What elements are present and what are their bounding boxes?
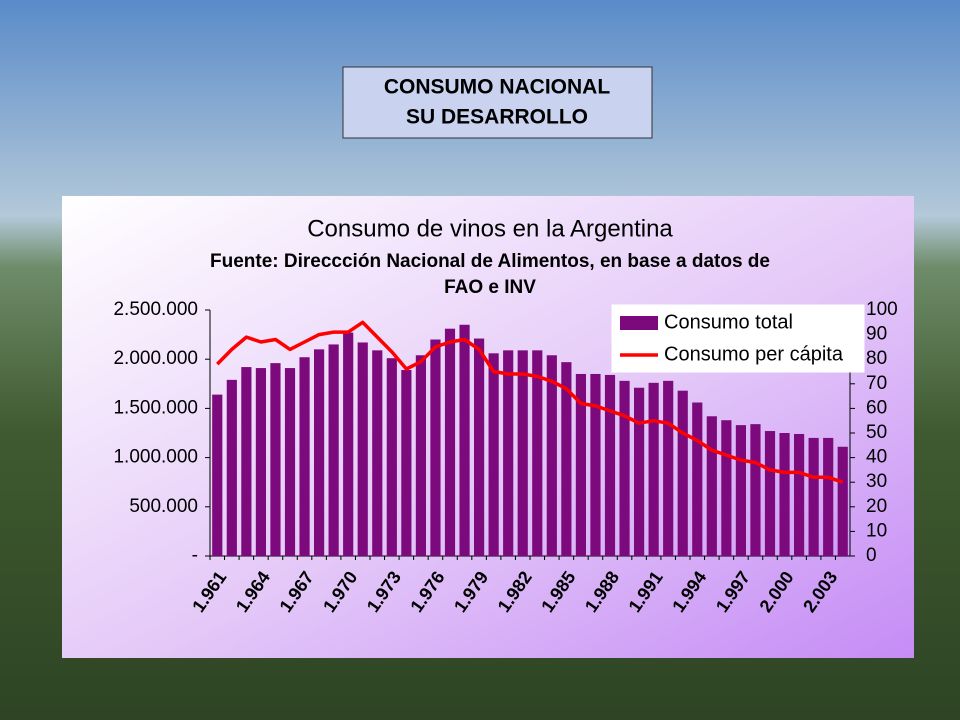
bar [764,431,776,556]
legend-label: Consumo total [664,311,793,333]
y2-tick-label: 60 [866,397,887,418]
bar [677,390,688,556]
bar [517,350,528,556]
bar [750,424,761,556]
bar [808,437,819,556]
legend-label: Consumo per cápita [664,343,844,365]
y-tick-label: 500.000 [129,496,198,517]
bar [503,350,514,556]
bar [372,350,383,556]
line [216,320,844,484]
slide-title: CONSUMO NACIONAL [384,76,610,99]
bar [779,433,790,556]
bar [561,362,572,556]
bar [459,324,470,556]
bar [430,339,441,556]
y-tick-label: 2.500.000 [113,299,198,320]
bar [706,416,717,556]
y2-tick-label: 10 [866,520,887,541]
y2-tick-label: 20 [866,496,887,517]
y2-tick-label: 100 [866,299,898,320]
bar [663,380,674,556]
bar [343,332,354,556]
y2-tick-label: 40 [866,447,887,468]
bar [212,394,223,556]
chart-title: Consumo de vinos en la Argentina [307,215,673,242]
bar [794,433,805,556]
slide-title: SU DESARROLLO [406,106,588,129]
bar [721,420,732,556]
y2-tick-label: 90 [866,324,887,345]
bar [226,379,237,556]
y2-tick-label: 70 [866,373,887,394]
title-box [342,66,653,139]
bar [619,380,630,556]
bar [648,382,659,556]
bar [386,358,397,556]
chart-subtitle: Fuente: Direccción Nacional de Alimentos… [210,251,770,272]
y2-tick-label: 50 [866,422,887,443]
bar [837,446,848,556]
bar [474,338,485,556]
bar [444,328,456,556]
y-tick-label: - [192,545,198,566]
y2-tick-label: 30 [866,471,887,492]
bar [692,402,703,556]
chart-subtitle: FAO e INV [444,277,536,298]
y-tick-label: 1.500.000 [113,397,198,418]
bar [634,387,645,556]
bar [241,367,252,556]
bar [735,425,746,556]
bar [357,342,368,556]
bar [284,368,296,556]
y-tick-label: 2.000.000 [113,348,198,369]
chart-panel [62,196,914,658]
bar [415,355,426,556]
bar [314,349,325,556]
bar [546,355,557,556]
y2-tick-label: 80 [866,348,887,369]
bar [488,353,499,556]
bar [299,357,310,556]
y-tick-label: 1.000.000 [113,447,198,468]
bar [255,368,266,556]
legend-swatch [620,316,658,330]
bar [270,363,281,556]
bar [590,373,601,556]
bar [328,344,339,556]
bar [604,374,616,556]
bar [532,350,543,556]
bar [823,437,834,556]
bar [575,373,586,556]
y2-tick-label: 0 [866,545,877,566]
bar [401,370,412,556]
